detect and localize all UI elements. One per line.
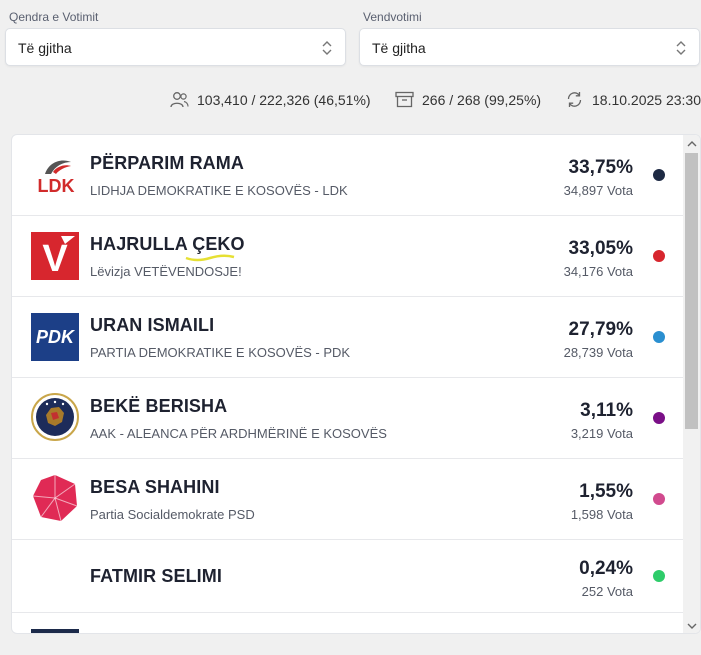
candidate-name: HAJRULLA ÇEKO xyxy=(90,234,245,262)
last-updated: 18.10.2025 23:30 xyxy=(592,91,701,108)
aak-logo-icon xyxy=(31,393,79,441)
candidate-name: PËRPARIM RAMA xyxy=(90,153,244,173)
users-icon xyxy=(170,92,189,108)
chevron-updown-icon xyxy=(322,41,332,55)
candidate-votes: 28,739 Vota xyxy=(563,345,633,360)
polling-station-label: Vendvotimi xyxy=(363,10,422,24)
candidate-votes: 34,897 Vota xyxy=(563,183,633,198)
scroll-up-icon[interactable] xyxy=(683,136,700,152)
candidate-name-text: HAJRULLA ÇEKO xyxy=(90,234,245,254)
voting-center-label: Qendra e Votimit xyxy=(9,10,99,24)
party-color-dot xyxy=(653,331,665,343)
boxes-stat: 266 / 268 (99,25%) xyxy=(395,91,541,108)
results-panel: LDK PËRPARIM RAMA LIDHJA DEMOKRATIKE E K… xyxy=(11,134,701,634)
scroll-down-icon[interactable] xyxy=(683,618,700,633)
candidate-percent: 0,24% xyxy=(579,558,633,579)
candidate-row[interactable]: FATMIR SELIMI 0,24% 252 Vota xyxy=(12,540,685,613)
candidate-party: AAK - ALEANCA PËR ARDHMËRINË E KOSOVËS xyxy=(90,426,387,441)
pdk-logo-text: PDK xyxy=(36,327,76,347)
polling-station-value: Të gjitha xyxy=(372,40,426,56)
candidate-votes: 252 Vota xyxy=(581,584,633,599)
party-color-dot xyxy=(653,169,665,181)
candidate-party: LIDHJA DEMOKRATIKE E KOSOVËS - LDK xyxy=(90,183,348,198)
voters-stat: 103,410 / 222,326 (46,51%) xyxy=(170,91,371,108)
refresh-icon[interactable] xyxy=(565,91,584,108)
voting-center-value: Të gjitha xyxy=(18,40,72,56)
highlight-underline-icon xyxy=(185,254,235,262)
candidate-row[interactable]: BESA SHAHINI Partia Socialdemokrate PSD … xyxy=(12,459,685,540)
candidate-name: BEKË BERISHA xyxy=(90,396,228,416)
candidate-percent: 33,75% xyxy=(568,157,633,178)
candidate-votes: 3,219 Vota xyxy=(570,426,633,441)
candidate-votes: 1,598 Vota xyxy=(570,507,633,522)
candidate-party: Partia Socialdemokrate PSD xyxy=(90,507,255,522)
next-candidate-logo-peek xyxy=(31,629,79,633)
candidate-party: PARTIA DEMOKRATIKE E KOSOVËS - PDK xyxy=(90,345,351,360)
candidate-percent: 3,11% xyxy=(580,400,633,421)
candidate-row[interactable]: V HAJRULLA ÇEKO Lëvizja VETËVENDOSJE! 33… xyxy=(12,216,685,297)
candidate-name: FATMIR SELIMI xyxy=(90,566,222,586)
party-color-dot xyxy=(653,570,665,582)
candidate-percent: 27,79% xyxy=(568,319,633,340)
candidate-name: BESA SHAHINI xyxy=(90,477,220,497)
party-color-dot xyxy=(653,493,665,505)
candidate-percent: 33,05% xyxy=(568,238,633,259)
chevron-updown-icon xyxy=(676,41,686,55)
party-color-dot xyxy=(653,250,665,262)
polling-station-select[interactable]: Të gjitha xyxy=(359,28,700,66)
vv-logo-text: V xyxy=(42,238,68,280)
candidate-row[interactable]: LDK PËRPARIM RAMA LIDHJA DEMOKRATIKE E K… xyxy=(12,135,685,216)
boxes-count: 266 / 268 (99,25%) xyxy=(422,91,542,108)
voters-count: 103,410 / 222,326 (46,51%) xyxy=(197,91,371,108)
archive-icon xyxy=(395,91,414,108)
candidate-name: URAN ISMAILI xyxy=(90,315,215,335)
updated-stat: 18.10.2025 23:30 xyxy=(565,91,701,108)
candidate-party: Lëvizja VETËVENDOSJE! xyxy=(90,264,242,279)
candidate-percent: 1,55% xyxy=(579,481,633,502)
psd-logo-icon xyxy=(32,475,78,522)
party-color-dot xyxy=(653,412,665,424)
voting-center-select[interactable]: Të gjitha xyxy=(5,28,346,66)
vetevendosje-logo-icon: V xyxy=(31,232,79,280)
pdk-logo-icon: PDK xyxy=(31,313,79,361)
candidate-votes: 34,176 Vota xyxy=(563,264,633,279)
ldk-logo-icon: LDK xyxy=(38,160,75,196)
stats-bar: 103,410 / 222,326 (46,51%) 266 / 268 (99… xyxy=(0,88,701,112)
ldk-logo-text: LDK xyxy=(38,176,75,196)
results-scrollbar[interactable] xyxy=(683,135,700,633)
candidate-row[interactable]: PDK URAN ISMAILI PARTIA DEMOKRATIKE E KO… xyxy=(12,297,685,378)
scrollbar-thumb[interactable] xyxy=(685,153,698,429)
candidate-row[interactable]: BEKË BERISHA AAK - ALEANCA PËR ARDHMËRIN… xyxy=(12,378,685,459)
